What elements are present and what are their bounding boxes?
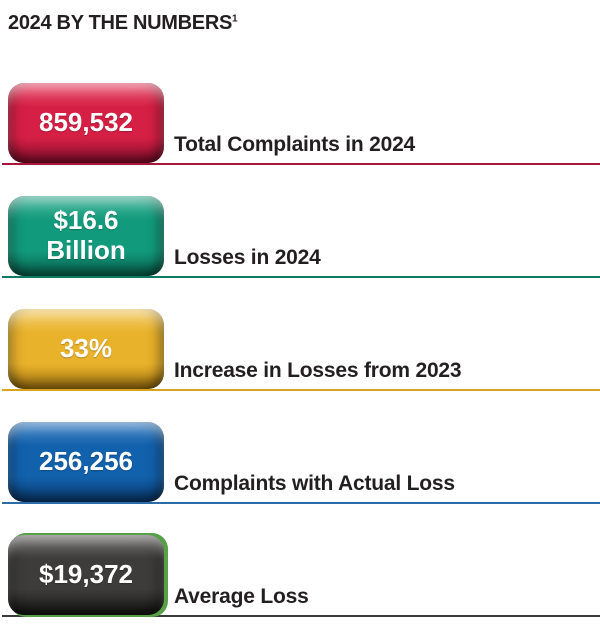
stat-row: 33% Increase in Losses from 2023 bbox=[0, 307, 600, 391]
stat-value: 33% bbox=[59, 333, 113, 364]
stat-badge: 256,256 bbox=[8, 422, 164, 502]
stat-label: Increase in Losses from 2023 bbox=[174, 359, 462, 382]
stat-underline bbox=[2, 389, 600, 391]
stat-label: Total Complaints in 2024 bbox=[174, 133, 416, 156]
stat-label: Average Loss bbox=[174, 585, 309, 608]
stat-badge-wrap: $19,372 bbox=[8, 533, 168, 617]
stat-value: $16.6 Billion bbox=[46, 205, 126, 265]
stat-label: Losses in 2024 bbox=[174, 246, 321, 269]
stat-badge: $16.6 Billion bbox=[8, 196, 164, 276]
stat-badge-wrap: 33% bbox=[8, 309, 164, 389]
stat-badge: 859,532 bbox=[8, 83, 164, 163]
stat-badge-wrap: 256,256 bbox=[8, 422, 164, 502]
stat-row: 256,256 Complaints with Actual Loss bbox=[0, 420, 600, 504]
stat-value: 256,256 bbox=[39, 446, 133, 477]
stat-badge: 33% bbox=[8, 309, 164, 389]
stat-underline bbox=[2, 163, 600, 165]
footnote-marker: 1 bbox=[232, 13, 238, 25]
stat-value: 859,532 bbox=[39, 107, 133, 138]
page-title: 2024 BY THE NUMBERS1 bbox=[0, 0, 600, 35]
page-title-text: 2024 BY THE NUMBERS bbox=[8, 12, 232, 34]
stat-label: Complaints with Actual Loss bbox=[174, 472, 455, 495]
stat-row: 859,532 Total Complaints in 2024 bbox=[0, 81, 600, 165]
stats-list: 859,532 Total Complaints in 2024 $16.6 B… bbox=[0, 81, 600, 617]
stat-underline bbox=[2, 615, 600, 617]
stat-badge-wrap: 859,532 bbox=[8, 83, 164, 163]
stat-badge-wrap: $16.6 Billion bbox=[8, 196, 164, 276]
stat-row: $19,372 Average Loss bbox=[0, 533, 600, 617]
stat-value: $19,372 bbox=[39, 559, 133, 590]
stat-underline bbox=[2, 276, 600, 278]
stat-underline bbox=[2, 502, 600, 504]
stat-badge: $19,372 bbox=[8, 535, 164, 615]
stat-row: $16.6 Billion Losses in 2024 bbox=[0, 194, 600, 278]
